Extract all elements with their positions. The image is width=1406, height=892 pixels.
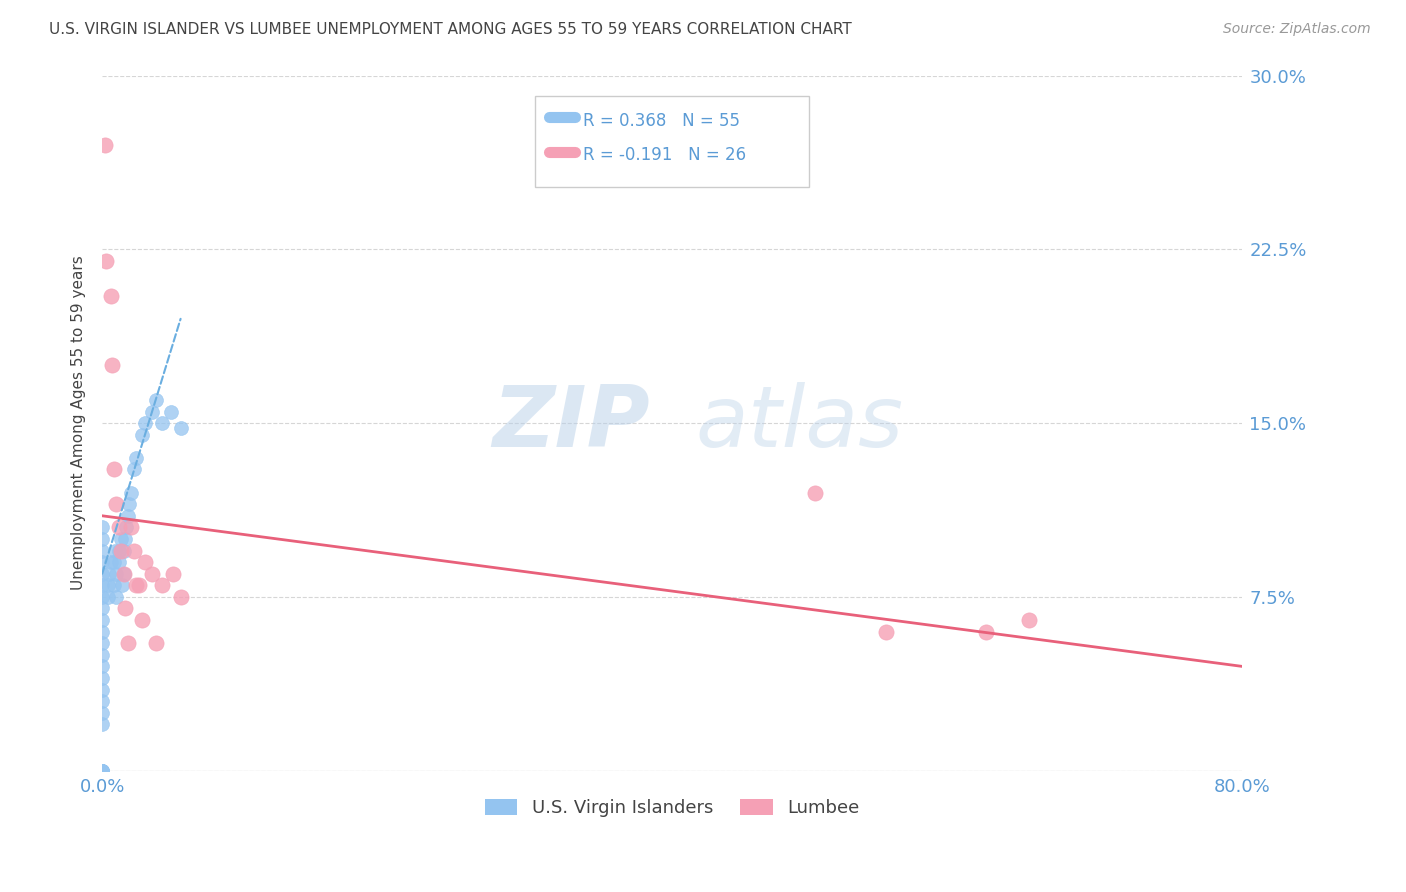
Text: U.S. VIRGIN ISLANDER VS LUMBEE UNEMPLOYMENT AMONG AGES 55 TO 59 YEARS CORRELATIO: U.S. VIRGIN ISLANDER VS LUMBEE UNEMPLOYM… (49, 22, 852, 37)
Text: Source: ZipAtlas.com: Source: ZipAtlas.com (1223, 22, 1371, 37)
Point (169, 421, 191, 435)
Point (91, 590, 114, 604)
Point (118, 497, 141, 511)
Point (875, 624, 897, 639)
Point (134, 555, 156, 569)
Point (91, 671, 114, 685)
Point (91, 532, 114, 546)
Point (91, 694, 114, 708)
Point (128, 578, 150, 592)
Legend: U.S. Virgin Islanders, Lumbee: U.S. Virgin Islanders, Lumbee (478, 791, 866, 824)
Point (974, 624, 997, 639)
Point (104, 543, 127, 558)
Point (112, 566, 135, 581)
Y-axis label: Unemployment Among Ages 55 to 59 years: Unemployment Among Ages 55 to 59 years (72, 256, 86, 591)
Point (159, 404, 181, 418)
Point (94, 138, 117, 153)
Text: R = 0.368   N = 55: R = 0.368 N = 55 (583, 112, 741, 129)
Point (91, 764, 114, 778)
Point (91, 764, 114, 778)
Point (105, 497, 128, 511)
Text: ZIP: ZIP (492, 382, 650, 465)
Point (101, 358, 124, 372)
Point (100, 288, 122, 302)
Point (103, 462, 125, 476)
Point (131, 613, 153, 627)
Point (117, 636, 139, 650)
Point (91, 682, 114, 697)
Point (134, 416, 156, 430)
Point (114, 532, 136, 546)
Point (108, 555, 131, 569)
Point (100, 555, 122, 569)
Point (91, 659, 114, 673)
Point (91, 520, 114, 534)
Point (112, 566, 135, 581)
Point (1018, 613, 1040, 627)
Point (91, 555, 114, 569)
Point (91, 764, 114, 778)
Point (122, 462, 145, 476)
Point (117, 508, 139, 523)
Point (91, 717, 114, 731)
Point (98, 566, 121, 581)
Point (91, 764, 114, 778)
Point (125, 450, 148, 465)
Point (114, 601, 136, 615)
Point (131, 427, 153, 442)
Point (91, 764, 114, 778)
Point (91, 601, 114, 615)
Point (120, 485, 142, 500)
Point (115, 520, 138, 534)
Point (108, 543, 131, 558)
Point (91, 624, 114, 639)
Point (112, 543, 135, 558)
Point (125, 578, 148, 592)
Point (91, 636, 114, 650)
Point (804, 485, 827, 500)
Point (145, 392, 167, 407)
Point (91, 543, 114, 558)
Point (162, 566, 184, 581)
Point (145, 636, 167, 650)
Point (111, 578, 134, 592)
Point (150, 416, 173, 430)
Text: atlas: atlas (695, 382, 903, 465)
Point (150, 578, 173, 592)
Point (103, 578, 125, 592)
Point (97, 578, 120, 592)
Point (122, 543, 145, 558)
Point (108, 520, 131, 534)
Point (105, 566, 128, 581)
Point (91, 764, 114, 778)
Point (91, 648, 114, 662)
Point (110, 532, 132, 546)
Point (169, 590, 191, 604)
Point (96, 253, 118, 268)
Point (105, 590, 128, 604)
Point (91, 566, 114, 581)
Point (103, 555, 125, 569)
Point (91, 578, 114, 592)
Point (141, 566, 163, 581)
Point (91, 613, 114, 627)
Point (120, 520, 142, 534)
Point (110, 543, 132, 558)
Point (91, 764, 114, 778)
FancyBboxPatch shape (536, 96, 808, 186)
Point (141, 404, 163, 418)
Point (97, 590, 120, 604)
Text: R = -0.191   N = 26: R = -0.191 N = 26 (583, 146, 747, 164)
Point (91, 764, 114, 778)
Point (91, 706, 114, 720)
